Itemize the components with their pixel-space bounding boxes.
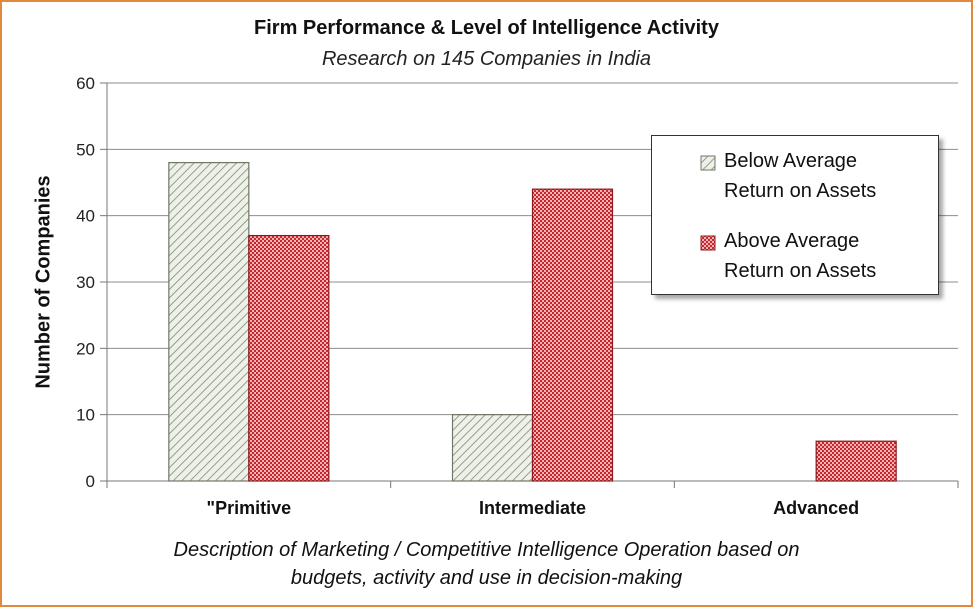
legend-label: Below Average Return on Assets: [724, 146, 924, 206]
x-axis-label-line-1: Description of Marketing / Competitive I…: [173, 539, 800, 561]
y-tick-label: 60: [76, 74, 95, 93]
legend-swatch-hatch: [700, 154, 716, 171]
bar-below-average: [451, 414, 534, 482]
legend: Below Average Return on Assets Above Ave…: [651, 135, 939, 295]
legend-label-line: Return on Assets: [724, 260, 877, 282]
y-tick-label: 20: [76, 339, 95, 358]
y-tick-label: 30: [76, 273, 95, 292]
legend-swatch-graphic: [700, 155, 716, 171]
y-tick-label: 0: [86, 472, 95, 491]
chart-title: Firm Performance & Level of Intelligence…: [254, 17, 719, 39]
legend-label: Above Average Return on Assets: [724, 226, 924, 286]
x-tick-label: Intermediate: [479, 498, 586, 518]
legend-swatch-rect: [700, 155, 716, 171]
x-axis-label: Description of Marketing / Competitive I…: [0, 536, 973, 592]
legend-label-line: Return on Assets: [724, 180, 877, 202]
chart-subtitle: Research on 145 Companies in India: [321, 48, 652, 70]
y-tick-label: 40: [76, 207, 95, 226]
x-tick-label: Advanced: [773, 498, 859, 518]
legend-swatch-checker: [700, 234, 716, 251]
bar-above-average: [531, 188, 614, 482]
legend-label-line: Below Average: [724, 150, 858, 172]
legend-label-line: Above Average: [724, 230, 860, 252]
bar-above-average: [248, 234, 330, 482]
bar-above-average: [815, 440, 897, 482]
x-axis-label-line-2: budgets, activity and use in decision-ma…: [290, 567, 683, 589]
x-tick-label: "Primitive: [207, 498, 292, 518]
legend-swatch-graphic: [700, 235, 716, 251]
y-tick-label: 50: [76, 140, 95, 159]
tick-labels: 0 10 20 30 40 50 60 "Primitive Intermediate Advan…: [76, 74, 859, 518]
y-tick-label: 10: [76, 406, 95, 425]
bars: [168, 162, 897, 482]
bar-below-average: [168, 162, 250, 482]
legend-swatch-rect: [700, 235, 716, 251]
